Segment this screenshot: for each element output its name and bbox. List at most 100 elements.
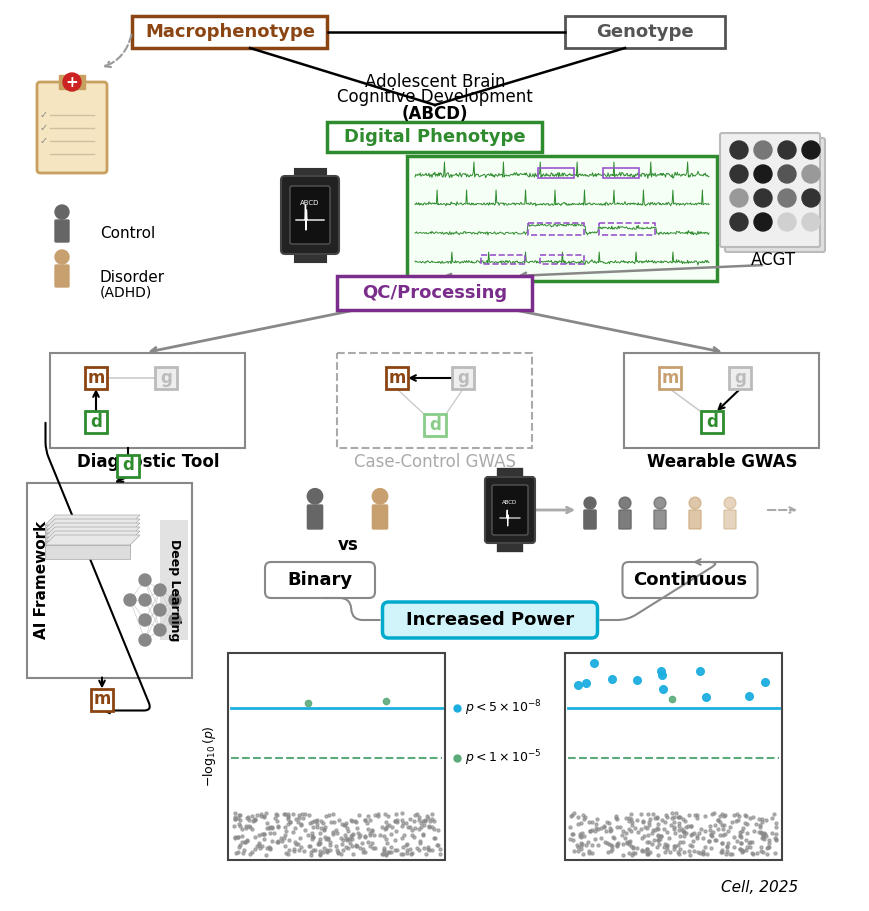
Text: $p < 1 \times 10^{-5}$: $p < 1 \times 10^{-5}$ bbox=[464, 748, 541, 768]
Bar bbox=[155, 367, 176, 389]
Bar bbox=[481, 255, 525, 264]
Circle shape bbox=[583, 497, 595, 509]
Polygon shape bbox=[45, 531, 140, 541]
Text: ✓: ✓ bbox=[40, 123, 48, 133]
Text: Cell, 2025: Cell, 2025 bbox=[720, 881, 798, 896]
Text: vs: vs bbox=[337, 536, 358, 554]
Bar bbox=[538, 168, 574, 178]
Text: m: m bbox=[93, 691, 110, 709]
Circle shape bbox=[63, 73, 81, 91]
Polygon shape bbox=[45, 515, 140, 525]
FancyBboxPatch shape bbox=[622, 562, 757, 598]
Bar bbox=[337, 353, 532, 447]
FancyBboxPatch shape bbox=[723, 510, 735, 529]
Text: AI Framework: AI Framework bbox=[34, 521, 49, 640]
Bar bbox=[564, 653, 781, 860]
Bar bbox=[28, 483, 192, 678]
FancyBboxPatch shape bbox=[382, 602, 597, 638]
Text: ✓: ✓ bbox=[40, 136, 48, 146]
Circle shape bbox=[124, 594, 136, 606]
FancyBboxPatch shape bbox=[724, 138, 824, 252]
Text: m: m bbox=[388, 369, 405, 387]
Text: Deep Learning: Deep Learning bbox=[168, 538, 181, 641]
Bar bbox=[45, 545, 129, 559]
Bar bbox=[228, 653, 444, 860]
Bar bbox=[624, 353, 819, 447]
Circle shape bbox=[653, 497, 665, 509]
Text: Binary: Binary bbox=[287, 571, 352, 589]
Text: m: m bbox=[87, 369, 104, 387]
Circle shape bbox=[154, 624, 166, 636]
Text: d: d bbox=[428, 416, 441, 434]
Circle shape bbox=[619, 497, 630, 509]
Circle shape bbox=[777, 165, 795, 183]
Bar bbox=[132, 16, 327, 48]
Bar bbox=[45, 541, 129, 555]
Circle shape bbox=[729, 141, 747, 159]
Text: QC/Processing: QC/Processing bbox=[362, 284, 507, 302]
Polygon shape bbox=[45, 535, 140, 545]
Circle shape bbox=[139, 574, 151, 586]
Text: Genotype: Genotype bbox=[595, 23, 693, 41]
Circle shape bbox=[139, 614, 151, 626]
Text: Diagnostic Tool: Diagnostic Tool bbox=[76, 453, 219, 471]
Bar bbox=[50, 353, 245, 447]
Bar bbox=[407, 156, 716, 281]
FancyBboxPatch shape bbox=[688, 510, 700, 529]
Text: ABCD: ABCD bbox=[501, 499, 517, 505]
FancyBboxPatch shape bbox=[372, 505, 388, 529]
Circle shape bbox=[753, 165, 771, 183]
Text: g: g bbox=[733, 369, 745, 387]
Bar bbox=[327, 122, 542, 152]
Text: Cognitive Development: Cognitive Development bbox=[337, 88, 533, 106]
Bar bbox=[116, 455, 139, 476]
FancyBboxPatch shape bbox=[653, 510, 666, 529]
Bar bbox=[85, 411, 107, 433]
Bar bbox=[85, 367, 107, 389]
Text: m: m bbox=[660, 369, 678, 387]
Text: +: + bbox=[65, 75, 78, 89]
Bar bbox=[45, 529, 129, 543]
Circle shape bbox=[723, 497, 735, 509]
Circle shape bbox=[154, 604, 166, 616]
Text: Macrophenotype: Macrophenotype bbox=[145, 23, 315, 41]
Bar bbox=[423, 414, 446, 436]
FancyBboxPatch shape bbox=[307, 505, 322, 529]
Bar bbox=[602, 168, 638, 178]
Circle shape bbox=[777, 189, 795, 207]
Circle shape bbox=[55, 250, 69, 264]
Bar bbox=[728, 367, 750, 389]
Polygon shape bbox=[45, 527, 140, 537]
Text: Wearable GWAS: Wearable GWAS bbox=[646, 453, 796, 471]
Bar bbox=[564, 16, 724, 48]
Circle shape bbox=[729, 213, 747, 231]
Circle shape bbox=[777, 141, 795, 159]
FancyBboxPatch shape bbox=[265, 562, 375, 598]
Circle shape bbox=[688, 497, 700, 509]
Bar bbox=[658, 367, 680, 389]
FancyBboxPatch shape bbox=[618, 510, 630, 529]
FancyBboxPatch shape bbox=[55, 265, 69, 287]
Bar bbox=[160, 520, 189, 640]
Text: Case-Control GWAS: Case-Control GWAS bbox=[354, 453, 515, 471]
FancyBboxPatch shape bbox=[492, 485, 527, 535]
Polygon shape bbox=[45, 519, 140, 529]
Bar bbox=[91, 689, 113, 711]
Text: Continuous: Continuous bbox=[633, 571, 746, 589]
Circle shape bbox=[307, 488, 322, 504]
Circle shape bbox=[753, 213, 771, 231]
Bar bbox=[452, 367, 474, 389]
Circle shape bbox=[801, 165, 819, 183]
Text: d: d bbox=[122, 456, 134, 475]
Text: $-\log_{10}(p)$: $-\log_{10}(p)$ bbox=[202, 725, 218, 787]
Circle shape bbox=[169, 594, 181, 606]
Bar bbox=[45, 537, 129, 551]
Circle shape bbox=[55, 205, 69, 219]
Bar bbox=[45, 525, 129, 539]
Bar bbox=[45, 533, 129, 547]
Text: Digital Phenotype: Digital Phenotype bbox=[344, 128, 525, 146]
Bar bbox=[700, 411, 722, 433]
FancyBboxPatch shape bbox=[484, 477, 534, 543]
Circle shape bbox=[801, 189, 819, 207]
Polygon shape bbox=[45, 523, 140, 533]
